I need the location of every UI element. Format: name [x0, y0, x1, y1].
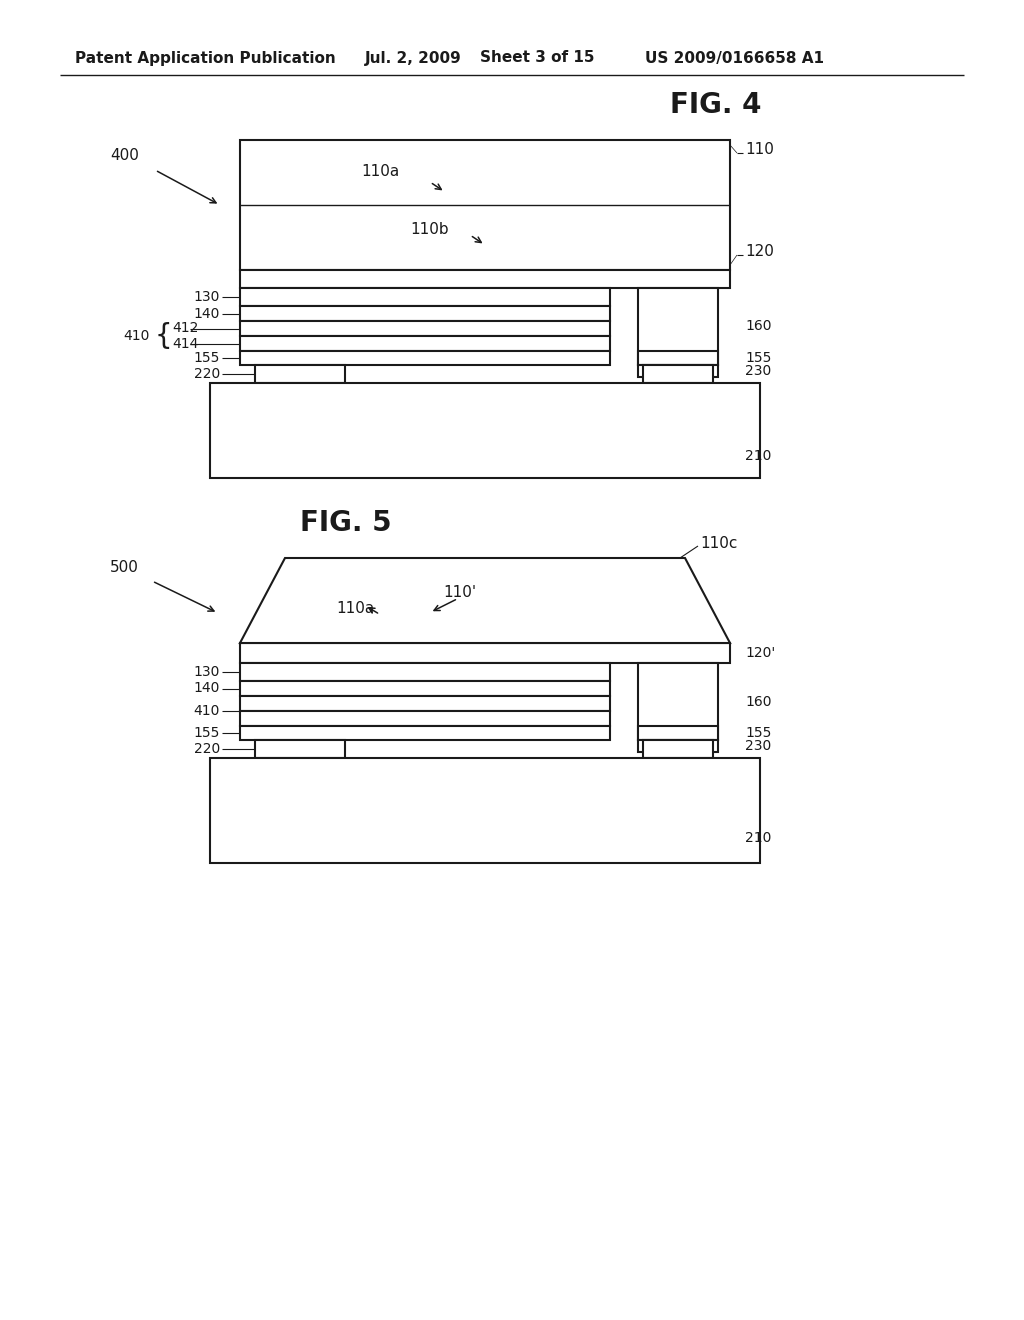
Text: 230: 230	[745, 739, 771, 752]
Bar	[240, 337, 610, 351]
Polygon shape	[240, 558, 730, 643]
Text: Patent Application Publication: Patent Application Publication	[75, 50, 336, 66]
Text: 110b: 110b	[411, 223, 450, 238]
Text: 110a: 110a	[360, 165, 399, 180]
Bar	[643, 366, 713, 383]
Text: 410: 410	[124, 329, 150, 343]
Bar	[240, 140, 730, 271]
Bar	[240, 351, 610, 366]
Bar	[210, 383, 760, 478]
Text: 210: 210	[745, 832, 771, 845]
Bar	[240, 726, 610, 741]
Text: {: {	[155, 322, 172, 350]
Text: 400: 400	[110, 148, 139, 162]
Bar	[240, 696, 610, 711]
Text: 110': 110'	[443, 585, 476, 601]
Text: 160: 160	[745, 694, 771, 709]
Bar	[638, 288, 718, 366]
Bar	[240, 271, 730, 288]
Bar	[638, 741, 718, 752]
Text: 130: 130	[194, 290, 220, 304]
Bar	[643, 741, 713, 758]
Bar	[240, 321, 610, 337]
Text: Jul. 2, 2009: Jul. 2, 2009	[365, 50, 462, 66]
Bar	[210, 758, 760, 863]
Text: 155: 155	[194, 351, 220, 366]
Text: 220: 220	[194, 367, 220, 381]
Text: 155: 155	[745, 726, 771, 741]
Text: 160: 160	[745, 319, 771, 334]
Bar	[240, 681, 610, 696]
Text: 210: 210	[745, 449, 771, 463]
Bar	[240, 288, 610, 306]
Text: US 2009/0166658 A1: US 2009/0166658 A1	[645, 50, 824, 66]
Bar	[240, 711, 610, 726]
Bar	[255, 366, 345, 383]
Bar	[240, 663, 610, 681]
Text: 155: 155	[194, 726, 220, 741]
Text: 414: 414	[172, 337, 199, 351]
Text: 500: 500	[110, 561, 139, 576]
Bar	[638, 366, 718, 378]
Bar	[638, 351, 718, 366]
Text: 130: 130	[194, 665, 220, 678]
Text: FIG. 4: FIG. 4	[670, 91, 762, 119]
Text: 110c: 110c	[700, 536, 737, 550]
Bar	[240, 306, 610, 321]
Bar	[255, 741, 345, 758]
Text: 230: 230	[745, 364, 771, 378]
Bar	[240, 643, 730, 663]
Text: 412: 412	[172, 322, 199, 335]
Text: 220: 220	[194, 742, 220, 756]
Bar	[638, 663, 718, 741]
Bar	[638, 726, 718, 741]
Text: 120': 120'	[745, 645, 775, 660]
Text: 110: 110	[745, 143, 774, 157]
Text: 410: 410	[194, 704, 220, 718]
Text: Sheet 3 of 15: Sheet 3 of 15	[480, 50, 595, 66]
Text: 140: 140	[194, 306, 220, 321]
Text: FIG. 5: FIG. 5	[300, 510, 391, 537]
Text: 110a: 110a	[336, 601, 374, 616]
Text: 120: 120	[745, 244, 774, 260]
Text: 140: 140	[194, 681, 220, 696]
Text: 155: 155	[745, 351, 771, 366]
